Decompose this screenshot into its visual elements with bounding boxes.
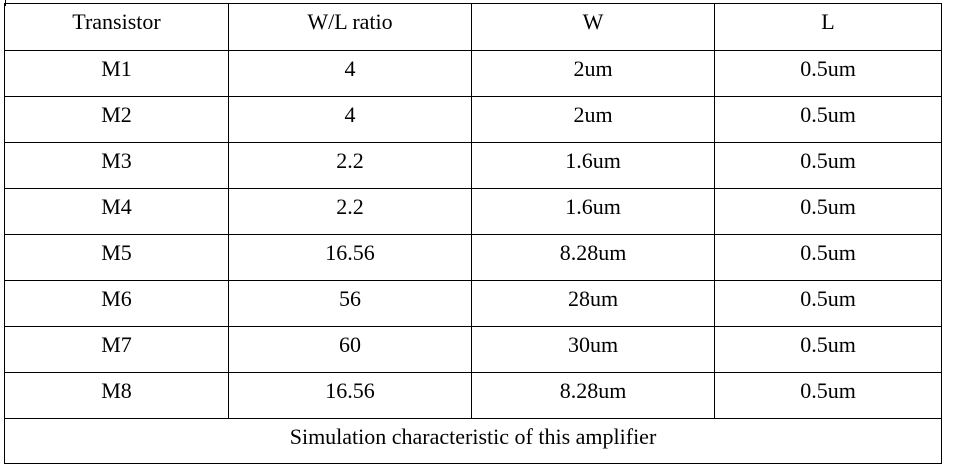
cell-wl-ratio: 56 [228, 280, 472, 327]
table-row: M5 16.56 8.28um 0.5um [4, 234, 942, 281]
table-row: M1 4 2um 0.5um [4, 50, 942, 97]
cell-transistor: M5 [4, 234, 229, 281]
cell-wl-ratio: 60 [228, 326, 472, 373]
cell-w: 28um [471, 280, 715, 327]
table-row: M7 60 30um 0.5um [4, 326, 942, 373]
cell-w: 2um [471, 96, 715, 143]
cell-transistor: M8 [4, 372, 229, 419]
cell-transistor: M1 [4, 50, 229, 97]
cell-l: 0.5um [714, 50, 942, 97]
cell-transistor: M4 [4, 188, 229, 235]
table-row: M3 2.2 1.6um 0.5um [4, 142, 942, 189]
cell-l: 0.5um [714, 188, 942, 235]
table-header-row: Transistor W/L ratio W L [4, 3, 942, 51]
cell-transistor: M7 [4, 326, 229, 373]
cell-l: 0.5um [714, 96, 942, 143]
header-wl-ratio: W/L ratio [228, 3, 472, 51]
cell-l: 0.5um [714, 372, 942, 419]
cell-wl-ratio: 2.2 [228, 142, 472, 189]
cell-l: 0.5um [714, 280, 942, 327]
cell-l: 0.5um [714, 326, 942, 373]
table-row: M6 56 28um 0.5um [4, 280, 942, 327]
cell-wl-ratio: 16.56 [228, 372, 472, 419]
cell-wl-ratio: 4 [228, 50, 472, 97]
header-transistor: Transistor [4, 3, 229, 51]
cell-transistor: M2 [4, 96, 229, 143]
table-row: M2 4 2um 0.5um [4, 96, 942, 143]
cell-w: 2um [471, 50, 715, 97]
cell-wl-ratio: 2.2 [228, 188, 472, 235]
cell-transistor: M3 [4, 142, 229, 189]
cell-w: 8.28um [471, 234, 715, 281]
cell-w: 8.28um [471, 372, 715, 419]
cell-l: 0.5um [714, 142, 942, 189]
cell-w: 1.6um [471, 188, 715, 235]
table-caption: Simulation characteristic of this amplif… [4, 418, 942, 464]
cell-transistor: M6 [4, 280, 229, 327]
cell-wl-ratio: 16.56 [228, 234, 472, 281]
cell-l: 0.5um [714, 234, 942, 281]
table-row: M8 16.56 8.28um 0.5um [4, 372, 942, 419]
cell-wl-ratio: 4 [228, 96, 472, 143]
cell-w: 1.6um [471, 142, 715, 189]
header-w: W [471, 3, 715, 51]
header-l: L [714, 3, 942, 51]
transistor-sizing-table: Transistor W/L ratio W L M1 4 2um 0.5um … [4, 3, 942, 464]
caption-row: Simulation characteristic of this amplif… [4, 418, 942, 464]
table-row: M4 2.2 1.6um 0.5um [4, 188, 942, 235]
cell-w: 30um [471, 326, 715, 373]
